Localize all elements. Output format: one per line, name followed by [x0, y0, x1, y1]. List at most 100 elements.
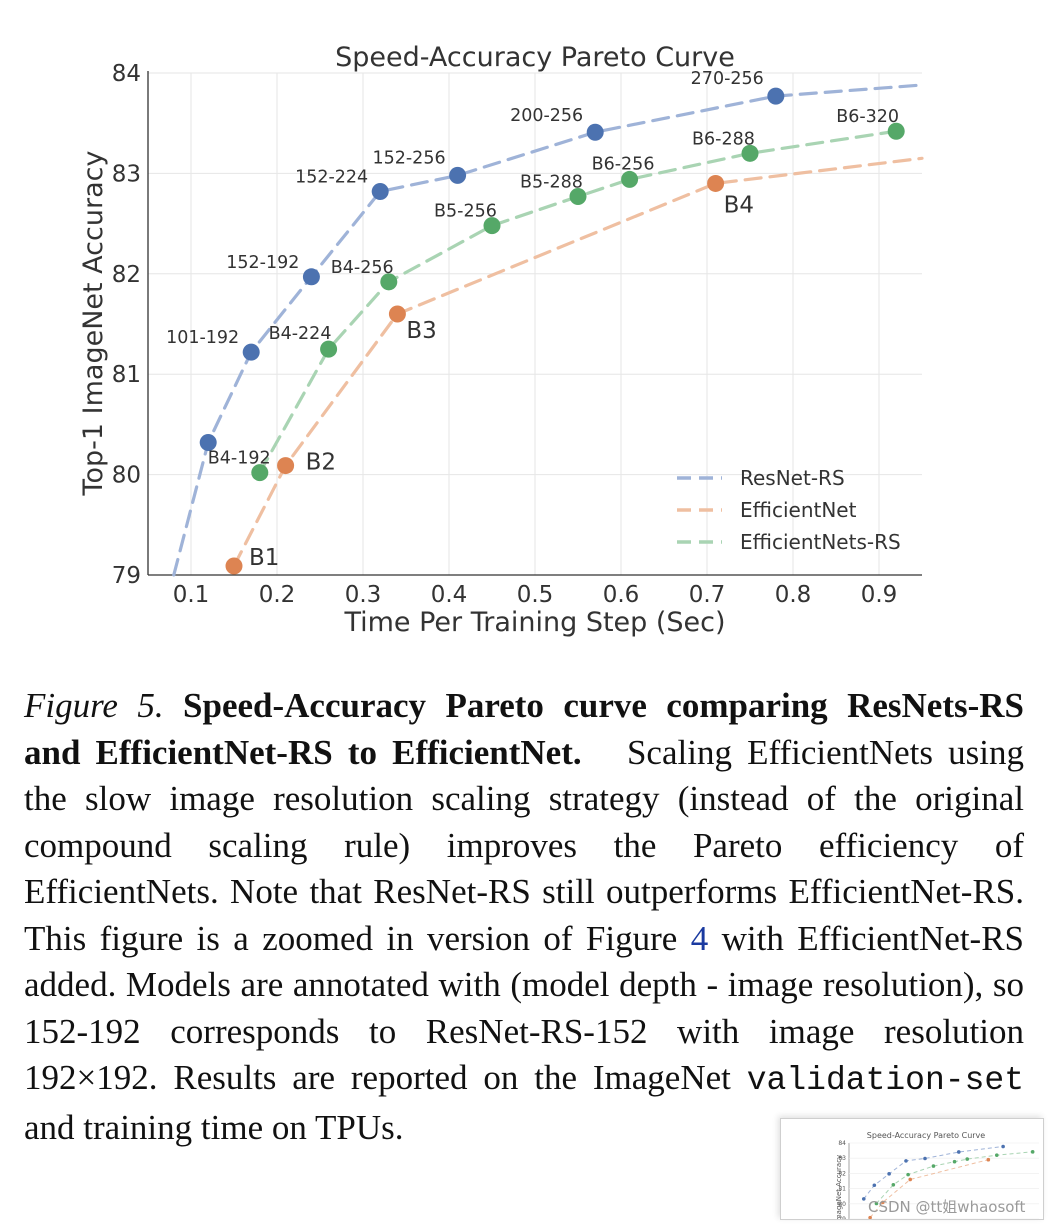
- point-label: B4-256: [331, 258, 394, 278]
- thumbnail-series-line: [863, 1146, 1004, 1200]
- x-tick-label: 0.5: [517, 582, 554, 608]
- data-point: [741, 144, 759, 162]
- data-point: [320, 340, 338, 358]
- data-point: [483, 217, 501, 235]
- legend: ResNet-RS EfficientNet EfficientNets-RS: [677, 466, 901, 554]
- thumbnail-point: [994, 1153, 999, 1157]
- chart-title: Speed-Accuracy Pareto Curve: [335, 42, 735, 73]
- x-tick-label: 0.7: [689, 582, 726, 608]
- caption-body-3: and training time: [24, 1107, 264, 1147]
- thumbnail-point: [868, 1215, 872, 1219]
- thumbnail-tick: 80: [838, 1201, 846, 1208]
- figure-label: Figure 5.: [24, 686, 164, 725]
- x-tick-label: 0.2: [259, 582, 296, 608]
- x-axis-label: Time Per Training Step (Sec): [343, 607, 725, 638]
- data-point: [887, 122, 905, 140]
- point-label: B2: [306, 450, 336, 476]
- thumbnail-point: [904, 1159, 908, 1163]
- data-point: [302, 268, 320, 286]
- point-label: 270-256: [691, 69, 764, 89]
- y-tick-label: 82: [112, 262, 141, 288]
- point-label: B4: [724, 192, 754, 218]
- grid-lines: [148, 72, 922, 576]
- data-point: [707, 174, 725, 192]
- point-label: 152-224: [295, 167, 368, 187]
- point-label: B5-288: [520, 172, 583, 192]
- thumbnail-tick: 84: [838, 1140, 846, 1147]
- data-point: [199, 433, 217, 451]
- point-label: 101-192: [166, 328, 239, 348]
- thumbnail-point: [874, 1201, 879, 1206]
- point-label: 152-256: [372, 148, 445, 168]
- legend-label: ResNet-RS: [740, 466, 845, 490]
- thumbnail-point: [931, 1164, 936, 1168]
- x-tick-label: 0.9: [861, 582, 898, 608]
- point-label: B6-320: [836, 107, 899, 127]
- thumbnail-point: [872, 1183, 877, 1188]
- data-point: [380, 273, 398, 291]
- thumbnail-preview[interactable]: Speed-Accuracy Pareto Curve ImageNet Acc…: [780, 1118, 1044, 1220]
- x-tick-label: 0.6: [603, 582, 640, 608]
- thumbnail-point: [887, 1172, 891, 1176]
- thumbnail-point: [986, 1157, 991, 1162]
- thumbnail-point: [956, 1150, 961, 1154]
- point-label: B5-256: [434, 202, 497, 222]
- data-point: [569, 187, 587, 205]
- data-point: [251, 464, 269, 482]
- x-tick-label: 0.3: [345, 582, 382, 608]
- point-label: B4-224: [269, 324, 332, 344]
- y-tick-label: 84: [112, 61, 141, 87]
- thumbnail-tick: 81: [838, 1186, 846, 1193]
- series-points: [199, 87, 905, 575]
- y-axis-label: Top-1 ImageNet Accuracy: [78, 151, 109, 497]
- legend-label: EfficientNets-RS: [740, 530, 901, 554]
- x-tick-label: 0.1: [173, 582, 210, 608]
- data-point: [586, 123, 604, 141]
- thumbnail-series-line: [876, 1151, 1033, 1204]
- data-point: [388, 305, 406, 323]
- thumbnail-tick: 79: [838, 1216, 846, 1219]
- point-label: B1: [249, 545, 279, 571]
- data-point: [449, 166, 467, 184]
- figure-caption: Figure 5. Speed-Accuracy Pareto curve co…: [24, 683, 1024, 1151]
- pareto-chart: 0.1 0.2 0.3 0.4 0.5 0.6 0.7 0.8 0.9798081828384 …: [78, 42, 924, 638]
- thumbnail-ylabel: ImageNet Accuracy: [835, 1155, 843, 1219]
- thumbnail-series-line: [869, 1159, 989, 1218]
- thumbnail-chart: Speed-Accuracy Pareto Curve ImageNet Acc…: [835, 1131, 1039, 1219]
- thumbnail-tick: 83: [838, 1155, 846, 1162]
- y-tick-label: 79: [112, 563, 141, 589]
- thumbnail-point: [880, 1200, 885, 1205]
- point-label: B4-192: [208, 449, 271, 469]
- thumbnail-tick: 82: [838, 1170, 846, 1177]
- thumbnail-point: [965, 1157, 970, 1161]
- thumbnail-point: [923, 1156, 927, 1161]
- point-label: 200-256: [510, 106, 583, 126]
- code-term: validation-set: [746, 1062, 1024, 1099]
- caption-body-1: Scaling EfficientNets using the slow ima…: [24, 732, 1024, 958]
- thumbnail-point: [891, 1183, 896, 1187]
- y-tick-label: 81: [112, 362, 141, 388]
- thumbnail-point: [1001, 1144, 1005, 1149]
- data-point: [277, 457, 295, 475]
- data-point: [242, 343, 260, 361]
- point-label: B3: [406, 318, 436, 344]
- y-tick-label: 80: [112, 463, 141, 489]
- thumbnail-point: [908, 1177, 913, 1182]
- point-label: B6-288: [692, 129, 755, 149]
- data-point: [767, 87, 785, 105]
- figure-title: Speed-Accuracy Pareto curve comparing Re…: [24, 686, 1024, 772]
- data-point: [371, 182, 389, 200]
- thumbnail-point: [861, 1197, 866, 1201]
- caption-body-2: with EfficientNet-RS added. Models are a…: [24, 918, 1025, 1098]
- legend-label: EfficientNet: [740, 498, 857, 522]
- thumbnail-point: [952, 1159, 957, 1164]
- thumbnail-point: [906, 1172, 910, 1177]
- caption-body-4: on TPUs.: [271, 1107, 404, 1147]
- point-label: B6-256: [592, 154, 655, 174]
- series-line-0: [172, 83, 924, 577]
- thumbnail-title: Speed-Accuracy Pareto Curve: [867, 1131, 986, 1140]
- point-label: 152-192: [226, 253, 299, 273]
- figure-reference-link[interactable]: 4: [690, 918, 709, 958]
- x-tick-label: 0.4: [431, 582, 468, 608]
